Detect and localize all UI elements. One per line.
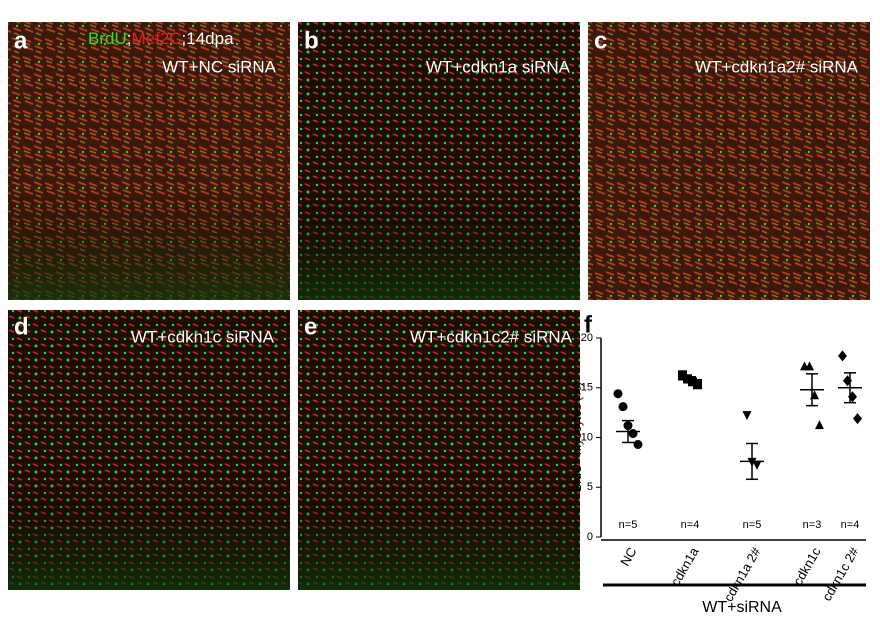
point — [805, 361, 814, 371]
micrograph-shade — [8, 310, 290, 590]
stain-legend: BrdU;Mef2C;14dpa — [88, 29, 234, 48]
panel-label: WT+cdkn1c siRNA — [131, 327, 275, 346]
point — [678, 370, 687, 380]
micrograph-shade — [8, 22, 290, 300]
y-tick-label: 10 — [581, 431, 593, 443]
group-label: WT+siRNA — [702, 599, 782, 616]
y-tick-label: 20 — [581, 332, 593, 344]
point — [633, 439, 643, 449]
n-label: n=4 — [841, 519, 860, 531]
micrograph-c — [588, 22, 870, 300]
n-label: n=3 — [803, 519, 822, 531]
panel-letter: b — [304, 27, 319, 54]
point — [628, 429, 638, 439]
panel-letter: a — [14, 27, 28, 54]
y-tick-label: 15 — [581, 382, 593, 394]
point — [815, 420, 824, 430]
x-tick-label: cdkn1a 2# — [721, 544, 764, 604]
point — [618, 402, 628, 412]
stain: Mef2C — [131, 29, 181, 48]
y-tick-label: 0 — [587, 531, 593, 543]
panel-letter: f — [584, 311, 593, 338]
point — [838, 350, 847, 362]
stain: ; — [127, 29, 132, 48]
n-label: n=5 — [743, 519, 762, 531]
point — [683, 374, 692, 384]
x-tick-label: cdkn1c — [790, 544, 824, 588]
y-tick-label: 5 — [587, 481, 593, 493]
micrographs — [8, 22, 870, 590]
panel-label: WT+cdkn1c2# siRNA — [410, 327, 573, 346]
n-label: n=5 — [619, 519, 638, 531]
x-tick-label: NC — [617, 545, 639, 569]
point — [742, 411, 752, 421]
n-label: n=4 — [681, 519, 700, 531]
x-tick-label: cdkn1a — [668, 544, 702, 588]
y-axis-label: BrdU⁺ myocytes (%) — [570, 382, 584, 492]
point — [853, 413, 862, 425]
micrograph-shade — [298, 310, 580, 590]
panel-label: WT+cdkn1a2# siRNA — [695, 57, 859, 76]
panel-letter: e — [304, 313, 317, 340]
point — [613, 389, 623, 399]
panel-label: WT+NC siRNA — [162, 57, 276, 76]
panel-letter: c — [594, 27, 607, 54]
stain: ;14dpa — [182, 29, 235, 48]
x-tick-label: cdkn1c 2# — [819, 544, 862, 603]
stain: BrdU — [88, 29, 127, 48]
panel-label: WT+cdkn1a siRNA — [426, 57, 571, 76]
point — [752, 460, 762, 470]
panel-letter: d — [14, 313, 29, 340]
point — [688, 377, 697, 387]
micrograph-shade — [298, 22, 580, 300]
point — [693, 380, 702, 390]
